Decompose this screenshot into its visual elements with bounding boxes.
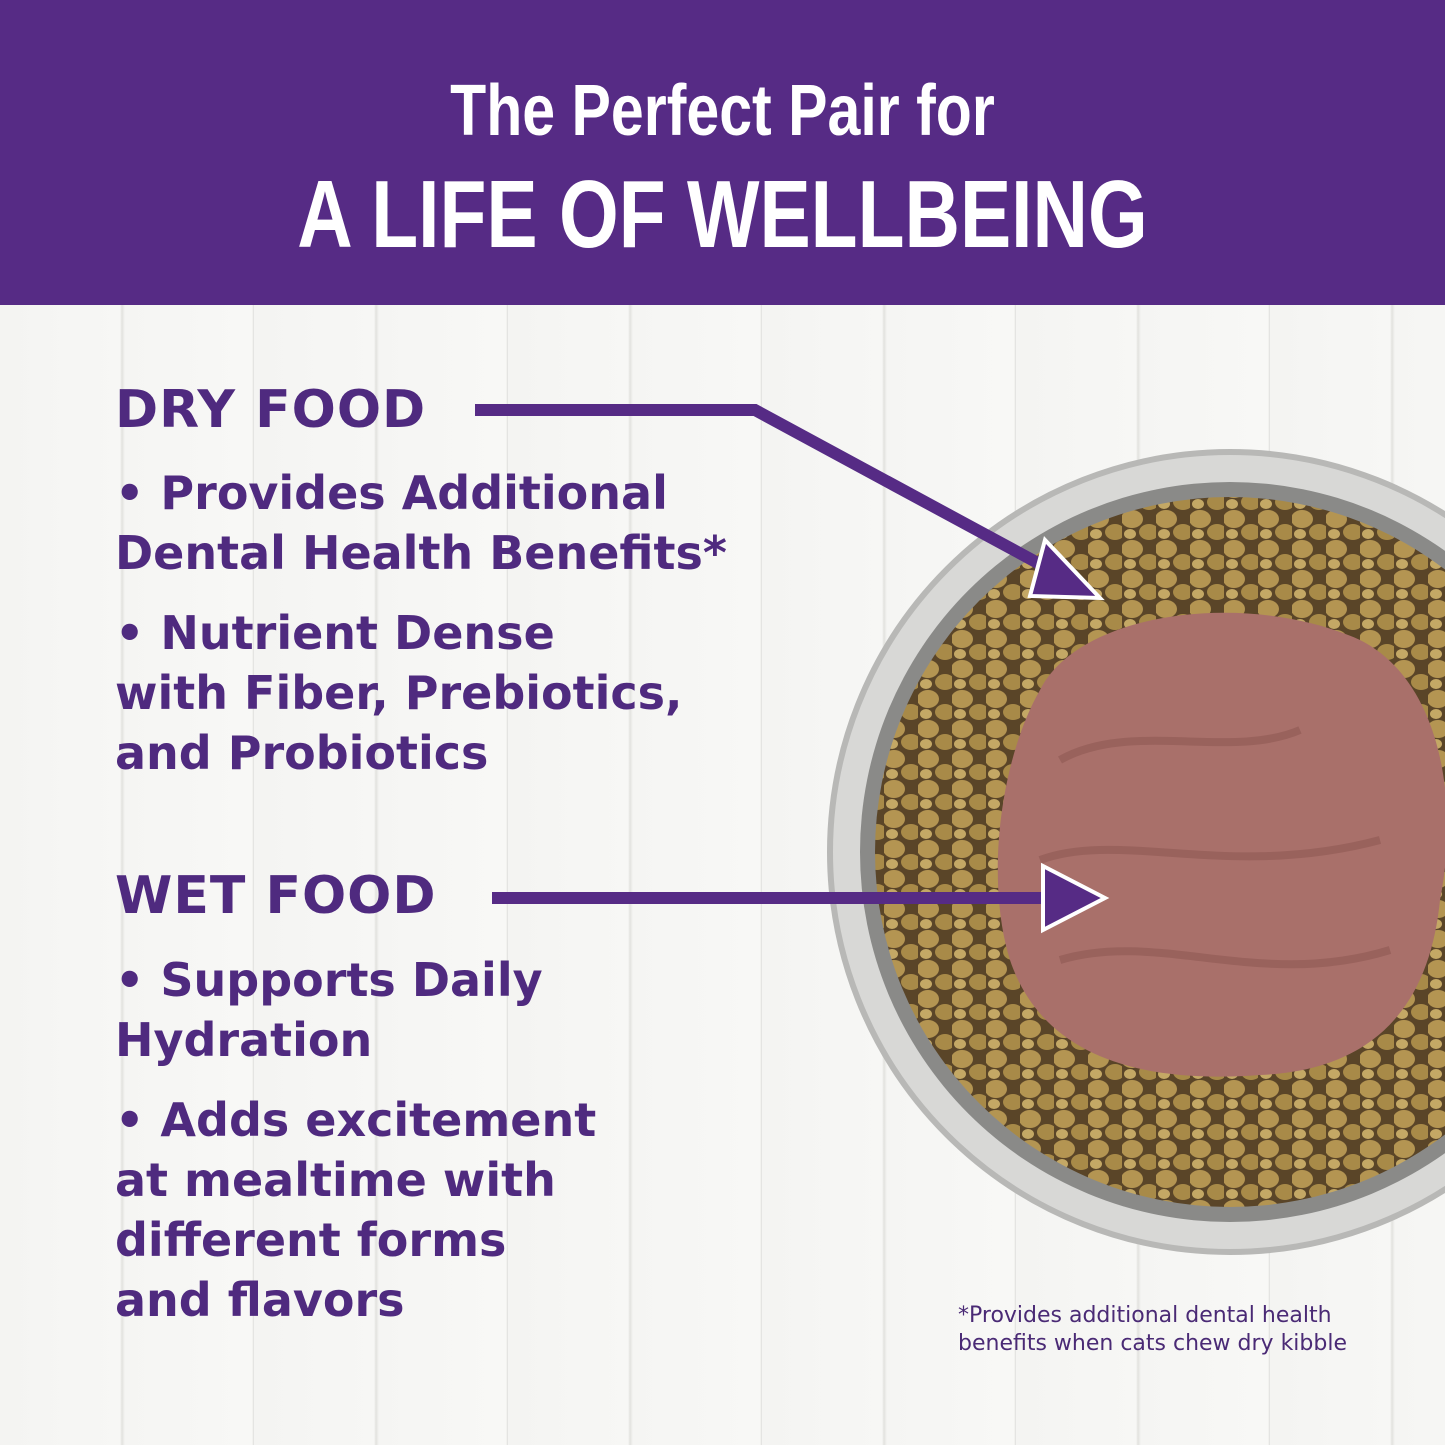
dry-food-arrow: [475, 404, 1105, 601]
header-banner: The Perfect Pair for A LIFE OF WELLBEING: [0, 0, 1445, 305]
wet-food-heading: WET FOOD: [115, 866, 437, 926]
headline-line-1: The Perfect Pair for: [450, 71, 995, 151]
headline-line-2: A LIFE OF WELLBEING: [297, 161, 1148, 268]
wet-food: [997, 612, 1445, 1077]
dry-food-heading: DRY FOOD: [115, 380, 427, 440]
dry-bullet-2: • Nutrient Dense with Fiber, Prebiotics,…: [115, 606, 683, 780]
footnote: *Provides additional dental health benef…: [958, 1303, 1347, 1356]
wet-bullet-1: • Supports Daily Hydration: [115, 953, 543, 1067]
wet-food-texture: [1038, 726, 1392, 969]
wet-bullet-2: • Adds excitement at mealtime with diffe…: [115, 1093, 597, 1327]
dry-bullet-1: • Provides Additional Dental Health Bene…: [115, 466, 727, 580]
wet-food-arrow: [492, 862, 1110, 934]
